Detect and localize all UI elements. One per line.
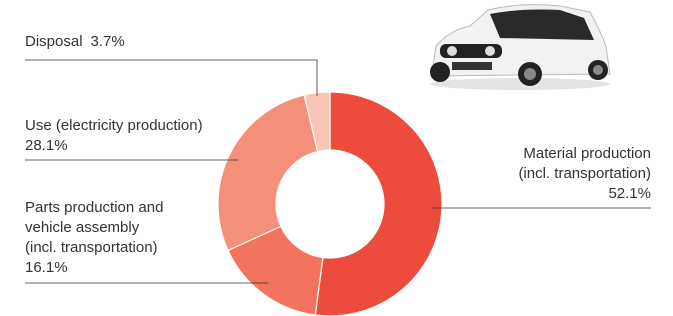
leader-line [25,60,317,96]
value-label: 28.1% [25,137,68,154]
value-label: 16.1% [25,259,68,276]
donut-slice [218,95,318,250]
slice-label: Disposal [25,33,83,50]
slice-label: Material production(incl. transportation… [518,145,651,182]
car-illustration [430,5,610,90]
value-label: 52.1% [608,185,651,202]
chart: Material production(incl. transportation… [0,0,673,316]
donut [218,92,442,316]
donut-slice [315,92,442,316]
slice-label: Use (electricity production) [25,117,203,134]
value-label: 3.7% [91,33,125,50]
